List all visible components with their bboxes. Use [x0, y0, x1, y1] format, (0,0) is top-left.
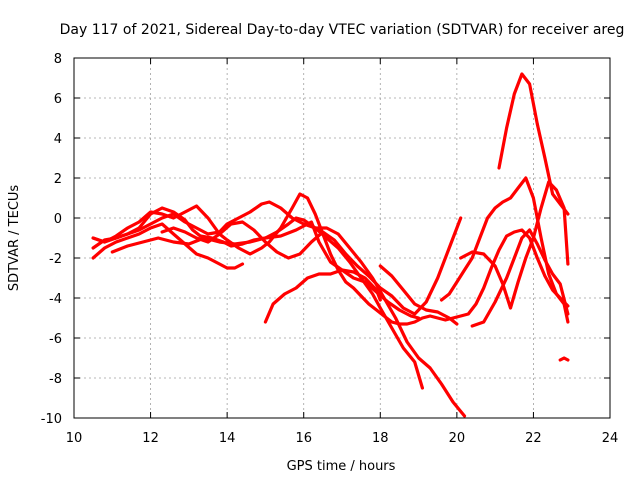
series-sat-k [497, 72, 570, 216]
y-tick-label: 6 [54, 92, 62, 107]
x-tick-label: 24 [602, 431, 619, 446]
y-tick-label: 0 [54, 212, 62, 227]
series-sat-j [459, 180, 570, 310]
series-sat-b [91, 200, 467, 418]
x-tick-label: 16 [295, 431, 312, 446]
x-tick-label: 12 [142, 431, 159, 446]
x-tick-label: 14 [219, 431, 236, 446]
x-axis-label: GPS time / hours [287, 459, 396, 474]
series-sat-c [91, 192, 570, 326]
y-tick-label: -4 [49, 292, 62, 307]
series-sat-i [439, 176, 570, 324]
y-axis-label: SDTVAR / TECUs [7, 185, 22, 292]
series-sat-l [470, 228, 570, 328]
x-tick-label: 20 [449, 431, 466, 446]
series-sat-h [378, 264, 459, 326]
y-tick-label: -8 [49, 372, 62, 387]
y-tick-label: 4 [54, 132, 62, 147]
plot-frame [73, 57, 611, 419]
y-tick-label: -6 [49, 332, 62, 347]
y-tick-label: 2 [54, 172, 62, 187]
x-tick-label: 18 [372, 431, 389, 446]
series-sat-g [263, 268, 382, 324]
x-tick-label: 10 [66, 431, 83, 446]
y-tick-label: -2 [49, 252, 62, 267]
y-tick-label: 8 [54, 52, 62, 67]
series-sat-m [558, 356, 570, 362]
series-group [91, 72, 570, 418]
series-sat-f [110, 220, 421, 320]
series-sat-d [91, 222, 245, 270]
chart-title: Day 117 of 2021, Sidereal Day-to-day VTE… [60, 22, 625, 38]
y-tick-label: -10 [41, 412, 62, 427]
x-tick-label: 22 [525, 431, 542, 446]
